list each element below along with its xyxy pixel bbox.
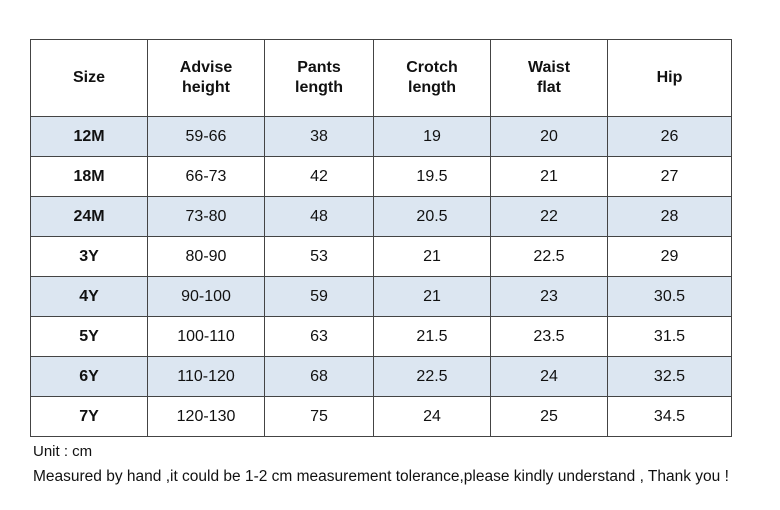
- hip-cell: 34.5: [607, 396, 732, 437]
- hip-cell: 32.5: [607, 356, 732, 397]
- hip-cell: 30.5: [607, 276, 732, 317]
- size-cell: 5Y: [30, 316, 148, 357]
- waist-flat-cell: 25: [490, 396, 608, 437]
- waist-flat-cell: 20: [490, 116, 608, 157]
- pants-length-cell: 75: [264, 396, 374, 437]
- waist-flat-cell: 23.5: [490, 316, 608, 357]
- header-text: Advise: [179, 59, 233, 76]
- advise-height-cell: 66-73: [147, 156, 265, 197]
- size-cell: 12M: [30, 116, 148, 157]
- advise-height-cell: 100-110: [147, 316, 265, 357]
- waist-flat-cell: 22.5: [490, 236, 608, 277]
- header-text: height: [182, 79, 230, 96]
- header-text: Hip: [656, 69, 683, 86]
- pants-length-cell: 59: [264, 276, 374, 317]
- table-row: 5Y 100-110 63 21.5 23.5 31.5: [30, 316, 732, 357]
- pants-length-cell: 63: [264, 316, 374, 357]
- pants-length-cell: 42: [264, 156, 374, 197]
- advise-height-cell: 73-80: [147, 196, 265, 237]
- table-row: 3Y 80-90 53 21 22.5 29: [30, 236, 732, 277]
- advise-height-cell: 120-130: [147, 396, 265, 437]
- pants-length-cell: 48: [264, 196, 374, 237]
- advise-height-header: Advise height: [147, 39, 265, 117]
- advise-height-cell: 90-100: [147, 276, 265, 317]
- unit-note: Unit : cm: [33, 443, 93, 460]
- table-row: 6Y 110-120 68 22.5 24 32.5: [30, 356, 732, 397]
- crotch-length-cell: 24: [373, 396, 491, 437]
- crotch-length-cell: 22.5: [373, 356, 491, 397]
- size-cell: 6Y: [30, 356, 148, 397]
- header-text: length: [408, 79, 456, 96]
- crotch-length-header: Crotch length: [373, 39, 491, 117]
- crotch-length-cell: 19.5: [373, 156, 491, 197]
- pants-length-cell: 68: [264, 356, 374, 397]
- hip-cell: 28: [607, 196, 732, 237]
- size-cell: 3Y: [30, 236, 148, 277]
- table-row: 4Y 90-100 59 21 23 30.5: [30, 276, 732, 317]
- crotch-length-cell: 21: [373, 276, 491, 317]
- waist-flat-cell: 22: [490, 196, 608, 237]
- header-text: Crotch: [406, 59, 458, 76]
- size-header: Size: [30, 39, 148, 117]
- hip-cell: 27: [607, 156, 732, 197]
- waist-flat-header: Waist flat: [490, 39, 608, 117]
- table-row: 7Y 120-130 75 24 25 34.5: [30, 396, 732, 437]
- table-body: 12M 59-66 38 19 20 26 18M 66-73 42 19.5 21 27 24M 73-…: [30, 116, 732, 437]
- hip-cell: 31.5: [607, 316, 732, 357]
- header-text: Waist: [527, 59, 571, 76]
- pants-length-header: Pants length: [264, 39, 374, 117]
- waist-flat-cell: 24: [490, 356, 608, 397]
- crotch-length-cell: 19: [373, 116, 491, 157]
- crotch-length-cell: 20.5: [373, 196, 491, 237]
- hip-header: Hip: [607, 39, 732, 117]
- header-text: flat: [537, 79, 561, 96]
- pants-length-cell: 53: [264, 236, 374, 277]
- size-cell: 24M: [30, 196, 148, 237]
- advise-height-cell: 80-90: [147, 236, 265, 277]
- size-cell: 18M: [30, 156, 148, 197]
- crotch-length-cell: 21: [373, 236, 491, 277]
- table-row: 12M 59-66 38 19 20 26: [30, 116, 732, 157]
- tolerance-note: Measured by hand ,it could be 1-2 cm mea…: [33, 468, 729, 485]
- size-chart-table: Size Advise height Pants length Crotch length W…: [30, 39, 732, 437]
- size-cell: 7Y: [30, 396, 148, 437]
- advise-height-cell: 110-120: [147, 356, 265, 397]
- table-row: 18M 66-73 42 19.5 21 27: [30, 156, 732, 197]
- waist-flat-cell: 21: [490, 156, 608, 197]
- pants-length-cell: 38: [264, 116, 374, 157]
- header-text: Size: [72, 69, 105, 86]
- header-text: Pants: [297, 59, 341, 76]
- header-text: length: [295, 79, 343, 96]
- advise-height-cell: 59-66: [147, 116, 265, 157]
- waist-flat-cell: 23: [490, 276, 608, 317]
- hip-cell: 29: [607, 236, 732, 277]
- crotch-length-cell: 21.5: [373, 316, 491, 357]
- hip-cell: 26: [607, 116, 732, 157]
- header-row: Size Advise height Pants length Crotch length W…: [30, 39, 732, 117]
- size-cell: 4Y: [30, 276, 148, 317]
- table-row: 24M 73-80 48 20.5 22 28: [30, 196, 732, 237]
